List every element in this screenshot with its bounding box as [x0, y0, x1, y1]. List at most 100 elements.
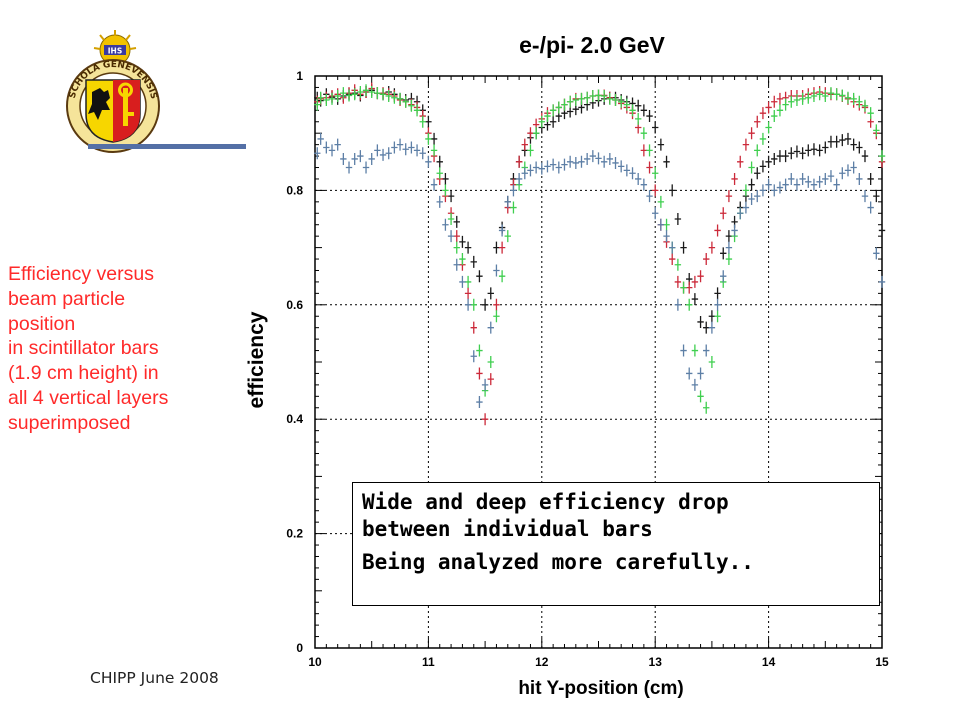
x-tick-label: 15 [875, 655, 889, 669]
data-point-green [759, 132, 767, 145]
data-point-green [527, 144, 534, 157]
data-point-blue [720, 270, 727, 283]
data-point-green [555, 101, 563, 114]
data-point-black [640, 104, 648, 117]
data-point-blue [413, 144, 421, 157]
data-point-green [612, 94, 619, 107]
data-point-black [776, 150, 784, 163]
data-point-red [691, 275, 699, 288]
y-axis-label: efficiency [246, 311, 268, 408]
data-point-black [805, 144, 812, 157]
data-point-black [708, 310, 716, 323]
data-point-blue [351, 152, 358, 165]
data-point-blue [839, 167, 846, 180]
data-point-blue [708, 321, 716, 334]
crest-shield-icon [85, 79, 141, 143]
data-point-red [731, 172, 738, 185]
data-point-black [833, 135, 840, 148]
data-point-blue [776, 181, 784, 194]
data-point-blue [532, 161, 540, 174]
data-point-blue [867, 201, 874, 214]
data-point-blue [634, 172, 642, 185]
data-point-blue [464, 298, 472, 311]
data-point-green [646, 144, 653, 157]
data-point-blue [782, 178, 789, 191]
data-point-black [856, 141, 863, 154]
data-point-blue [810, 178, 818, 191]
data-point-black [549, 115, 557, 128]
data-point-green [652, 167, 659, 180]
data-point-black [714, 287, 721, 300]
data-point-green [379, 88, 387, 101]
data-point-black [754, 167, 761, 180]
data-point-black [436, 155, 443, 168]
data-point-green [697, 390, 704, 403]
data-point-red [686, 281, 693, 294]
data-point-blue [600, 155, 608, 168]
data-point-green [606, 92, 614, 105]
data-point-green [595, 89, 602, 102]
data-point-green [476, 344, 483, 357]
data-point-black [442, 172, 449, 185]
data-point-black [782, 150, 789, 163]
data-point-black [759, 160, 767, 173]
data-point-blue [340, 152, 347, 165]
data-point-blue [861, 190, 869, 203]
data-point-blue [481, 378, 489, 391]
data-point-green [549, 104, 557, 117]
data-point-black [703, 321, 710, 334]
data-point-blue [430, 178, 438, 191]
data-point-black [447, 190, 455, 203]
data-point-green [504, 230, 511, 243]
data-point-green [487, 356, 494, 368]
data-point-black [669, 184, 676, 197]
data-point-blue [850, 161, 857, 174]
data-point-black [810, 143, 818, 156]
data-point-blue [385, 147, 392, 160]
data-point-blue [737, 207, 744, 220]
data-point-black [464, 241, 472, 254]
data-point-black [674, 213, 682, 225]
data-point-blue [833, 178, 840, 191]
data-point-green [839, 89, 846, 102]
data-point-green [566, 95, 574, 108]
data-point-blue [589, 150, 597, 163]
data-point-green [691, 344, 699, 357]
data-point-black [634, 99, 642, 112]
data-point-green [357, 86, 364, 99]
data-point-black [470, 255, 477, 268]
data-point-black [839, 134, 846, 147]
y-tick-label: 0.6 [286, 298, 303, 312]
data-point-red [481, 413, 489, 426]
data-point-green [674, 258, 682, 271]
data-point-green [323, 94, 330, 107]
data-point-red [754, 115, 761, 128]
data-point-blue [674, 298, 682, 311]
data-point-blue [680, 344, 687, 357]
data-point-black [765, 155, 772, 168]
efficiency-chart: 10 11 12 13 14 15 0 0.2 0.4 0.6 0.8 1 e-/pi- 2.0 GeV… [246, 32, 889, 699]
y-tick-label: 0.8 [286, 183, 303, 197]
data-point-green [453, 241, 460, 254]
data-point-blue [515, 172, 523, 185]
data-point-blue [357, 150, 364, 163]
data-point-green [714, 310, 721, 323]
university-crest-logo: IHS SCHOLA GENEVENSIS [66, 30, 160, 153]
data-point-red [737, 155, 744, 168]
data-point-red [646, 161, 653, 174]
data-point-blue [498, 224, 506, 237]
data-point-green [793, 94, 801, 107]
data-point-black [799, 147, 806, 160]
data-point-blue [663, 230, 670, 243]
data-point-red [714, 224, 721, 237]
side-note-line: Efficiency versus [8, 263, 154, 285]
data-point-green [657, 195, 665, 208]
data-point-blue [362, 161, 370, 174]
data-point-green [583, 91, 591, 104]
data-point-black [771, 152, 778, 165]
data-point-blue [510, 184, 517, 197]
data-point-blue [442, 218, 449, 231]
data-point-green [408, 99, 415, 112]
data-point-red [759, 107, 767, 120]
data-point-green [413, 104, 421, 117]
